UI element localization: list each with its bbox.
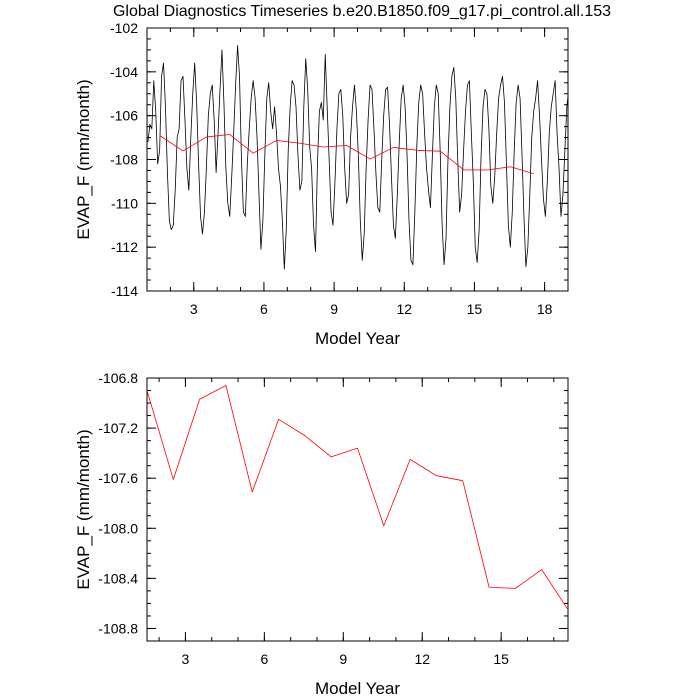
x-axis-title: Model Year xyxy=(315,329,400,348)
y-tick-label: -110 xyxy=(111,195,138,211)
top-panel: 3 6 9 12 15 18 -114 -112 -110 -108 -106 -104 -102 Mod… xyxy=(74,20,569,348)
x-tick-label: 12 xyxy=(396,301,412,317)
y-tick-label: -107.6 xyxy=(98,470,138,486)
y-tick-label: -104 xyxy=(110,64,138,80)
x-tick-label: 3 xyxy=(190,301,198,317)
x-tick-label: 9 xyxy=(330,301,338,317)
y-axis-title: EVAP_F (mm/month) xyxy=(74,79,93,239)
y-tick-label: -106 xyxy=(110,108,138,124)
y-tick-label: -108.4 xyxy=(98,570,138,586)
y-axis-title: EVAP_F (mm/month) xyxy=(74,429,93,589)
x-tick-label: 3 xyxy=(182,651,190,667)
x-tick-label: 9 xyxy=(339,651,347,667)
y-tick-label: -108.0 xyxy=(98,520,138,536)
x-tick-label: 6 xyxy=(260,651,268,667)
y-tick-label: -106.8 xyxy=(98,370,138,386)
x-tick-label: 15 xyxy=(493,651,509,667)
plot-frame xyxy=(146,27,569,292)
monthly-series-line xyxy=(147,45,568,270)
y-tick-label: -108.8 xyxy=(98,620,138,636)
y-tick-label: -114 xyxy=(111,283,138,299)
bottom-panel: 3 6 9 12 15 -108.8 -108.4 -108.0 -107.6 -107.2 -10… xyxy=(74,370,569,698)
x-tick-label: 6 xyxy=(260,301,268,317)
x-tick-label: 12 xyxy=(414,651,430,667)
figure-title: Global Diagnostics Timeseries b.e20.B185… xyxy=(113,3,611,20)
y-tick-label: -102 xyxy=(110,20,138,36)
y-tick-label: -112 xyxy=(111,239,138,255)
x-axis-title: Model Year xyxy=(315,679,400,698)
annual-series-line xyxy=(159,134,534,175)
annual-series-line xyxy=(147,385,568,610)
plot-frame xyxy=(146,377,569,642)
y-tick-label: -107.2 xyxy=(98,420,138,436)
y-tick-label: -108 xyxy=(110,152,138,168)
x-tick-label: 18 xyxy=(537,301,553,317)
x-tick-label: 15 xyxy=(467,301,483,317)
